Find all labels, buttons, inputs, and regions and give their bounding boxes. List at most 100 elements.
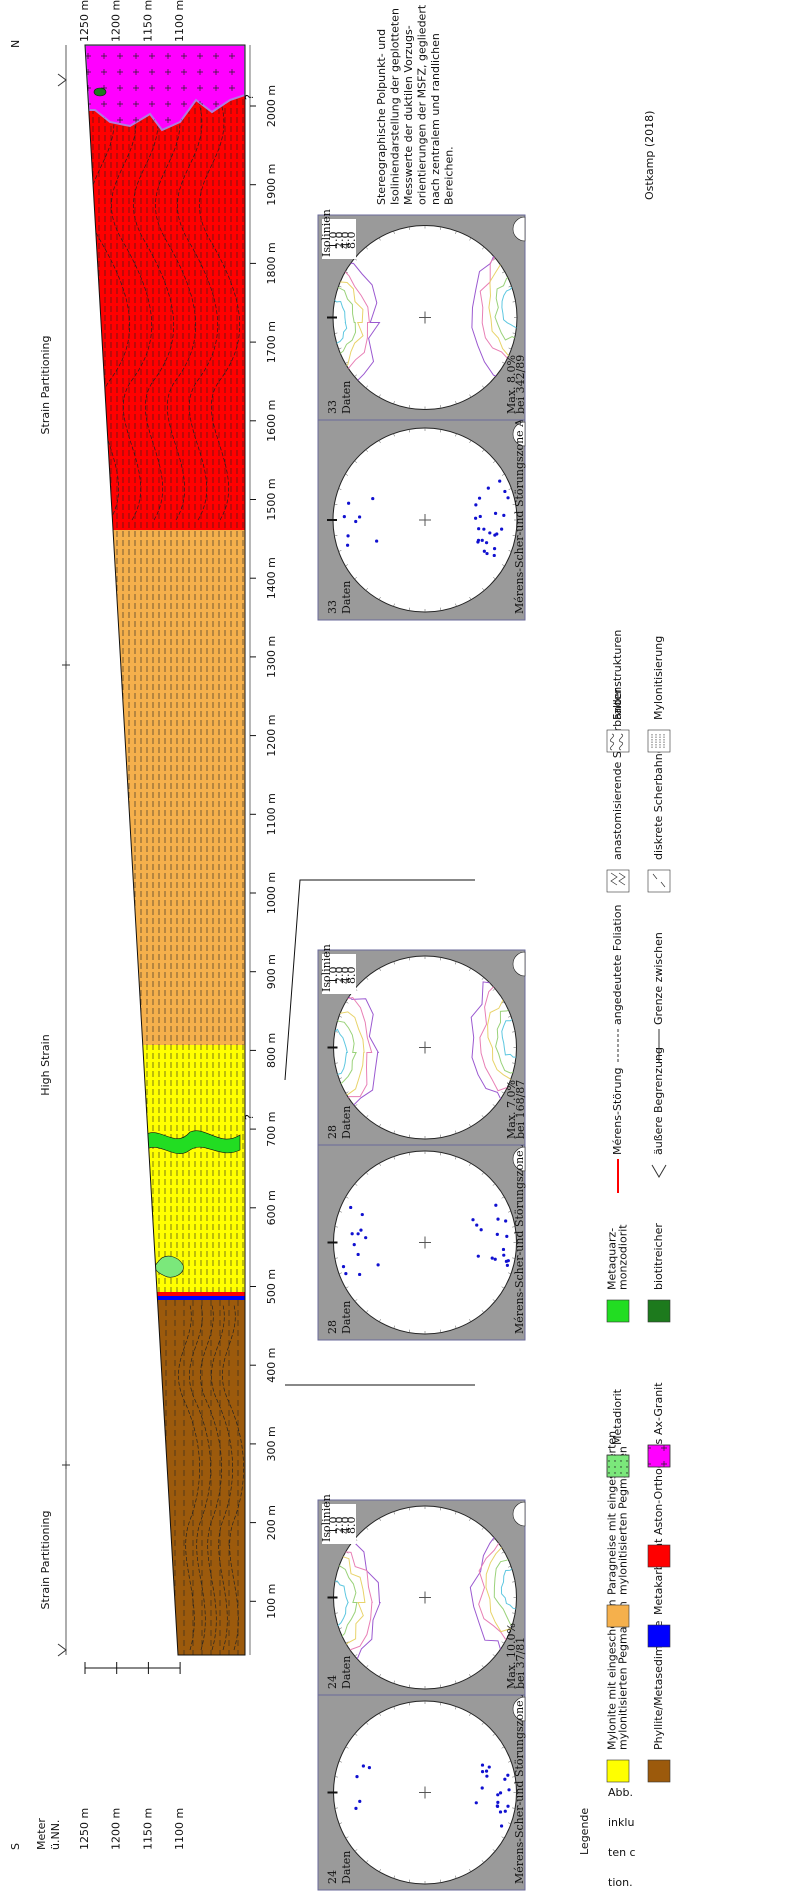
legend-label: monzodiorit [617, 1224, 630, 1290]
data-count: 33 [326, 600, 339, 614]
legend-label: angedeutete Foliation [611, 905, 624, 1025]
rock-unit [157, 1292, 245, 1296]
data-unit: Daten [340, 1851, 353, 1884]
stereonet-title: Mérens-Scher-und Störungszone A7-18 [513, 1114, 526, 1334]
max-label: bei 342/89 [514, 355, 527, 414]
caption-line: Isoliniendarstellung der geplotteten [389, 8, 402, 205]
data-unit: Daten [340, 581, 353, 614]
pole-point [362, 1764, 365, 1767]
legend-label: Mérens-Störung [611, 1068, 624, 1155]
pole-point [500, 528, 503, 531]
uncertain-mark: ? [243, 94, 256, 100]
direction-label: N [9, 40, 22, 48]
pole-point [505, 1235, 508, 1238]
pole-point [358, 1273, 361, 1276]
pole-point [471, 1218, 474, 1221]
pole-point [354, 1807, 357, 1810]
pole-point [503, 490, 506, 493]
pole-point [347, 502, 350, 505]
pole-point [479, 515, 482, 518]
pole-point [368, 1766, 371, 1769]
legend-swatch [648, 1300, 670, 1322]
pole-point [476, 540, 479, 543]
x-tick-label: 1600 m [265, 400, 278, 442]
axis-title: ü.NN. [49, 1820, 62, 1850]
legend-icon [648, 870, 670, 892]
pole-point [353, 1243, 356, 1246]
pole-point [491, 1257, 494, 1260]
pole-point [506, 496, 509, 499]
zone-label: Strain Partitioning [39, 336, 52, 435]
zone-label: Strain Partitioning [39, 1511, 52, 1610]
pole-point [506, 1264, 509, 1267]
pole-point [349, 1206, 352, 1209]
pole-point [481, 1786, 484, 1789]
pole-point [481, 1763, 484, 1766]
caption-line: orientierungen der MSFZ, gegliedert [416, 4, 429, 205]
pole-point [344, 1272, 347, 1275]
pole-point [346, 544, 349, 547]
pole-point [485, 1770, 488, 1773]
zone-label: High Strain [39, 1034, 52, 1095]
legend-label: Faltenstrukturen [611, 630, 624, 720]
pole-point [507, 1788, 510, 1791]
data-count: 24 [326, 1870, 339, 1884]
pole-point [494, 512, 497, 515]
pole-point [485, 541, 488, 544]
pole-point [477, 527, 480, 530]
legend-label: Metadiorit [611, 1388, 624, 1445]
max-label: bei 37/81 [514, 1637, 527, 1689]
figure-caption: ten c [608, 1846, 636, 1859]
axis-title: Meter [35, 1818, 48, 1850]
y-tick-label: 1200 m [110, 1808, 123, 1850]
legend-swatch [607, 1300, 629, 1322]
isoline-value: 8.0 [345, 232, 358, 250]
figure: ??1250 m1250 m1200 m1200 m1150 m1150 m11… [0, 0, 789, 1892]
x-tick-label: 1300 m [265, 636, 278, 678]
pole-point [358, 1800, 361, 1803]
legend-label: Grenze zwischen [652, 932, 665, 1025]
data-unit: Daten [340, 1301, 353, 1334]
legend-label: diskrete Scherbahnen [652, 740, 665, 860]
legend-swatch-pattern [607, 1455, 629, 1477]
caption-line: nach zentralem und randlichen [429, 33, 442, 205]
legend-label: biotitreicher [652, 1223, 665, 1290]
x-tick-label: 100 m [265, 1584, 278, 1619]
y-tick-label: 1150 m [141, 0, 154, 42]
pole-point [496, 1793, 499, 1796]
legend-label: äußere Begrenzung [652, 1047, 665, 1155]
y-tick-label: 1150 m [141, 1808, 154, 1850]
pole-point [478, 497, 481, 500]
legend-icon [648, 730, 670, 752]
pole-point [481, 539, 484, 542]
x-tick-label: 200 m [265, 1505, 278, 1540]
pole-point [359, 1229, 362, 1232]
pole-point [502, 514, 505, 517]
pole-point [351, 1232, 354, 1235]
pole-point [371, 497, 374, 500]
legend-swatch [648, 1545, 670, 1567]
pole-point [474, 517, 477, 520]
pole-point [482, 528, 485, 531]
rock-unit [94, 88, 106, 96]
figure-caption: tion. [608, 1876, 633, 1889]
pole-point [504, 1219, 507, 1222]
pole-point [494, 1204, 497, 1207]
x-tick-label: 1900 m [265, 164, 278, 206]
pole-point [358, 515, 361, 518]
pole-point [485, 1775, 488, 1778]
pole-point [499, 1791, 502, 1794]
pole-point [506, 1805, 509, 1808]
pole-point [499, 1810, 502, 1813]
y-tick-label: 1250 m [78, 1808, 91, 1850]
pole-point [495, 532, 498, 535]
pole-point [375, 539, 378, 542]
data-count: 28 [326, 1320, 339, 1334]
pole-point [475, 1801, 478, 1804]
pole-point [502, 1248, 505, 1251]
legend-swatch [607, 1760, 629, 1782]
pole-point [483, 550, 486, 553]
caption-line: Messwerte der duktilen Vorzugs- [402, 25, 415, 205]
uncertain-mark: ? [243, 1114, 256, 1120]
pole-point [477, 1255, 480, 1258]
